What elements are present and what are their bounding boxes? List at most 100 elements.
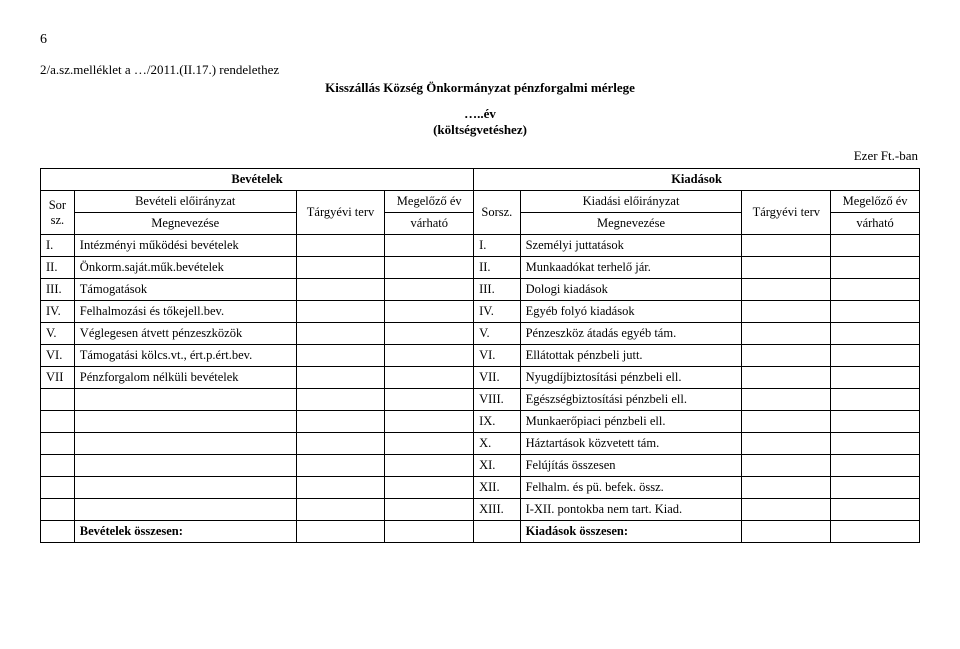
- row-val-right-2: [831, 499, 920, 521]
- row-num-left: I.: [41, 235, 75, 257]
- row-val-left-1: [296, 279, 385, 301]
- row-name-right: Egészségbiztosítási pénzbeli ell.: [520, 389, 742, 411]
- row-name-right: Felújítás összesen: [520, 455, 742, 477]
- row-val-left-2: [385, 433, 474, 455]
- row-num-right: VI.: [474, 345, 520, 367]
- column-header-row: Sor sz. Bevételi előirányzat Tárgyévi te…: [41, 191, 920, 213]
- row-name-right: Pénzeszköz átadás egyéb tám.: [520, 323, 742, 345]
- row-num-left: [41, 389, 75, 411]
- row-val-left-2: [385, 279, 474, 301]
- row-val-left-2: [385, 301, 474, 323]
- row-name-right: Ellátottak pénzbeli jutt.: [520, 345, 742, 367]
- col-sorsz: Sorsz.: [474, 191, 520, 235]
- table-row: I.Intézményi működési bevételekI.Személy…: [41, 235, 920, 257]
- row-name-right: Személyi juttatások: [520, 235, 742, 257]
- row-num-left: V.: [41, 323, 75, 345]
- row-num-right: XI.: [474, 455, 520, 477]
- table-row: II.Önkorm.saját.műk.bevételekII.Munkaadó…: [41, 257, 920, 279]
- row-num-left: [41, 455, 75, 477]
- table-row: IX.Munkaerőpiaci pénzbeli ell.: [41, 411, 920, 433]
- table-row: VIIPénzforgalom nélküli bevételekVII.Nyu…: [41, 367, 920, 389]
- row-val-left-2: [385, 345, 474, 367]
- row-val-left-2: [385, 411, 474, 433]
- row-val-right-1: [742, 477, 831, 499]
- table-row: VIII.Egészségbiztosítási pénzbeli ell.: [41, 389, 920, 411]
- col-bev-1: Bevételi előirányzat: [74, 191, 296, 213]
- row-val-right-2: [831, 301, 920, 323]
- col-targy-l: Tárgyévi terv: [296, 191, 385, 235]
- row-val-left-1: [296, 433, 385, 455]
- page-number: 6: [40, 32, 920, 48]
- row-val-right-1: [742, 323, 831, 345]
- totals-val-r2: [831, 521, 920, 543]
- row-val-right-1: [742, 279, 831, 301]
- totals-blank-l: [41, 521, 75, 543]
- row-num-right: III.: [474, 279, 520, 301]
- row-val-left-1: [296, 455, 385, 477]
- row-name-left: [74, 411, 296, 433]
- row-val-right-1: [742, 411, 831, 433]
- table-row: VI.Támogatási kölcs.vt., ért.p.ért.bev.V…: [41, 345, 920, 367]
- row-val-right-1: [742, 389, 831, 411]
- row-num-left: [41, 411, 75, 433]
- row-val-right-2: [831, 257, 920, 279]
- row-val-left-2: [385, 499, 474, 521]
- row-val-right-2: [831, 389, 920, 411]
- row-val-right-1: [742, 367, 831, 389]
- totals-label-right: Kiadások összesen:: [520, 521, 742, 543]
- row-val-left-2: [385, 257, 474, 279]
- row-name-right: Dologi kiadások: [520, 279, 742, 301]
- row-name-left: Pénzforgalom nélküli bevételek: [74, 367, 296, 389]
- row-name-left: Támogatási kölcs.vt., ért.p.ért.bev.: [74, 345, 296, 367]
- totals-val-r1: [742, 521, 831, 543]
- totals-label-left: Bevételek összesen:: [74, 521, 296, 543]
- row-name-right: Egyéb folyó kiadások: [520, 301, 742, 323]
- row-num-right: XII.: [474, 477, 520, 499]
- row-val-left-1: [296, 389, 385, 411]
- col-meg-l1: Megelőző év: [385, 191, 474, 213]
- row-val-left-2: [385, 477, 474, 499]
- unit-label: Ezer Ft.-ban: [40, 148, 918, 164]
- row-name-left: [74, 389, 296, 411]
- table-row: V.Véglegesen átvett pénzeszközökV.Pénzes…: [41, 323, 920, 345]
- row-num-right: V.: [474, 323, 520, 345]
- col-meg-l2: várható: [385, 213, 474, 235]
- row-val-left-2: [385, 455, 474, 477]
- row-num-left: IV.: [41, 301, 75, 323]
- row-val-left-1: [296, 477, 385, 499]
- row-val-left-2: [385, 389, 474, 411]
- balance-table: Bevételek Kiadások Sor sz. Bevételi elői…: [40, 168, 920, 543]
- row-val-left-1: [296, 301, 385, 323]
- row-val-right-2: [831, 345, 920, 367]
- row-name-right: Munkaerőpiaci pénzbeli ell.: [520, 411, 742, 433]
- row-val-left-1: [296, 367, 385, 389]
- row-num-right: IV.: [474, 301, 520, 323]
- row-num-right: II.: [474, 257, 520, 279]
- row-val-left-1: [296, 323, 385, 345]
- row-name-left: Önkorm.saját.műk.bevételek: [74, 257, 296, 279]
- col-meg-r1: Megelőző év: [831, 191, 920, 213]
- row-name-left: Véglegesen átvett pénzeszközök: [74, 323, 296, 345]
- row-num-left: VII: [41, 367, 75, 389]
- totals-blank-r: [474, 521, 520, 543]
- row-val-right-1: [742, 345, 831, 367]
- row-name-left: [74, 499, 296, 521]
- row-val-right-2: [831, 411, 920, 433]
- row-name-right: Munkaadókat terhelő jár.: [520, 257, 742, 279]
- year-line: …..év: [40, 106, 920, 122]
- row-num-right: X.: [474, 433, 520, 455]
- row-val-left-1: [296, 235, 385, 257]
- col-targy-r: Tárgyévi terv: [742, 191, 831, 235]
- row-name-right: Háztartások közvetett tám.: [520, 433, 742, 455]
- totals-row: Bevételek összesen: Kiadások összesen:: [41, 521, 920, 543]
- document-title: Kisszállás Község Önkormányzat pénzforga…: [40, 80, 920, 96]
- row-val-right-2: [831, 367, 920, 389]
- subheading: (költségvetéshez): [40, 122, 920, 138]
- row-val-left-1: [296, 411, 385, 433]
- row-val-right-2: [831, 235, 920, 257]
- expenses-header: Kiadások: [474, 169, 920, 191]
- row-val-right-1: [742, 235, 831, 257]
- row-num-left: VI.: [41, 345, 75, 367]
- row-name-left: Felhalmozási és tőkejell.bev.: [74, 301, 296, 323]
- row-val-right-1: [742, 455, 831, 477]
